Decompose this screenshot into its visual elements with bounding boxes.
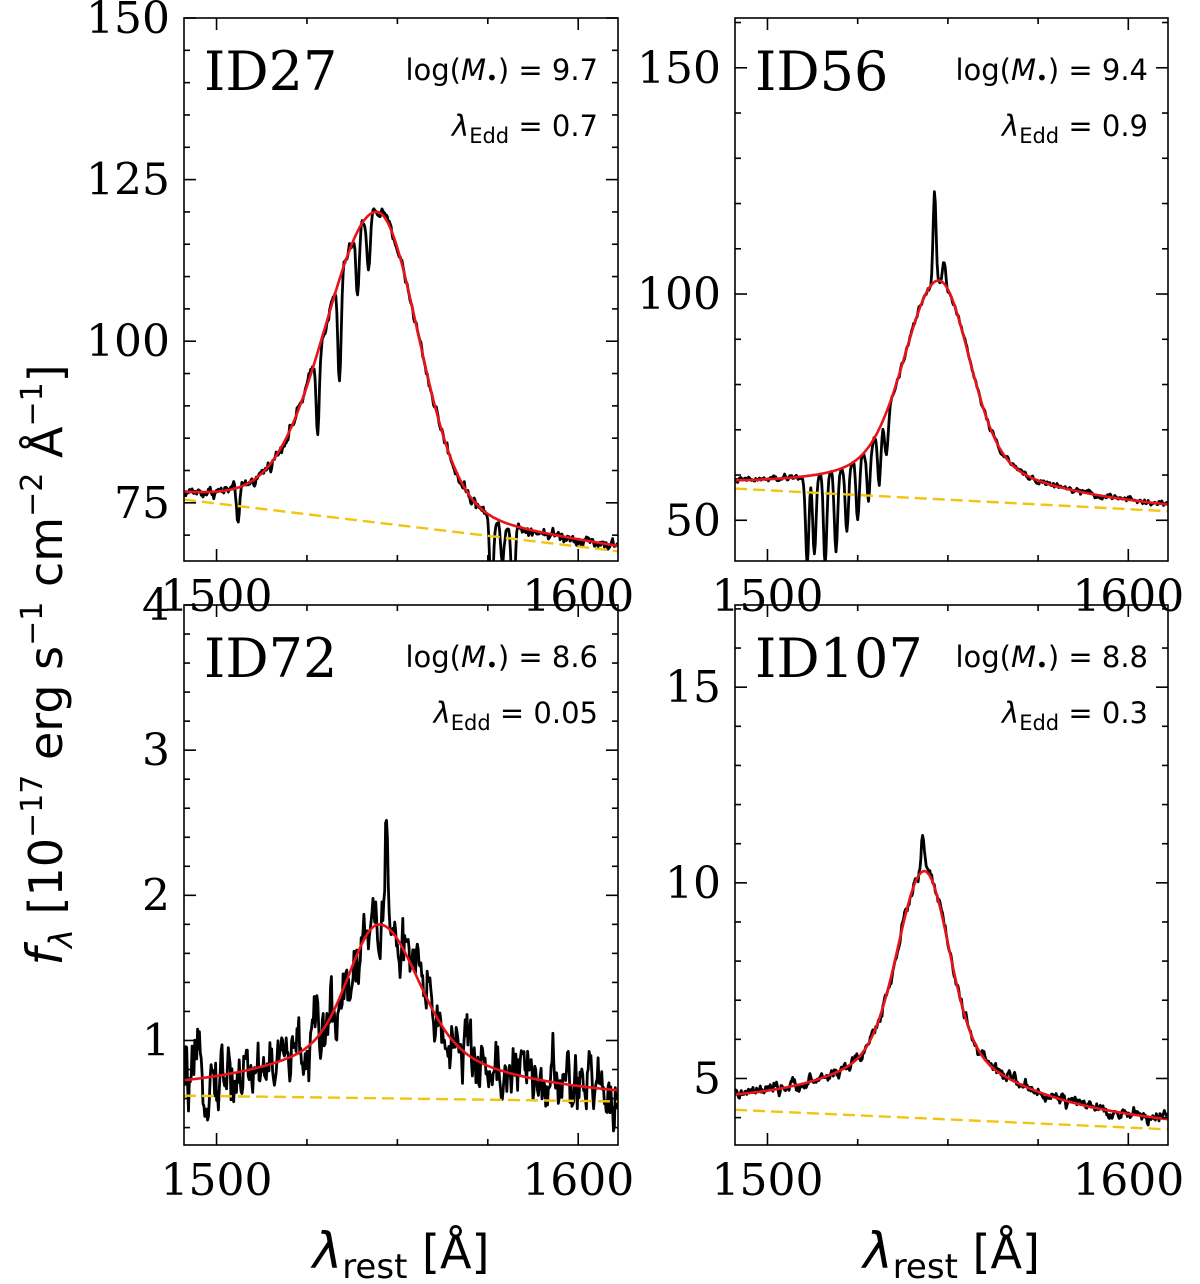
y-tick-label: 1 [142,1015,170,1066]
plot-frame [734,604,1169,1146]
y-tick-label: 4 [142,580,170,631]
spectrum-line [735,190,1168,561]
y-tick-label: 5 [693,1053,721,1104]
mass-annotation: log(M•) = 9.4 [955,53,1148,90]
x-tick-label: 1600 [1072,1155,1184,1206]
eddington-annotation: λEdd = 0.9 [1000,109,1148,148]
panel-id-label: ID72 [204,627,337,690]
y-axis-label: fλ [10−17 erg s−1 cm−2 Å−1] [15,364,80,965]
fit-line [735,869,1168,1121]
x-tick-label: 1500 [161,1155,273,1206]
panel-id-label: ID56 [755,40,888,103]
y-tick-label: 100 [637,269,721,320]
continuum-line [184,498,618,553]
plot-frame [183,17,619,562]
continuum-line [735,487,1168,513]
y-tick-label: 150 [86,0,170,44]
y-tick-label: 10 [665,858,721,909]
fit-line [735,279,1168,506]
x-axis-label: λrest [Å] [860,1222,1040,1284]
fit-line [184,923,618,1092]
mass-annotation: log(M•) = 8.6 [405,640,598,677]
x-tick-label: 1600 [522,1155,634,1206]
panel-id-label: ID107 [755,627,923,690]
panel-id107: 1500 1600 5 10 15 ID107 log(M•) = 8.8 λEdd = 0.… [665,604,1184,1284]
y-tick-label: 75 [114,478,170,529]
spectrum-line [735,834,1168,1127]
eddington-annotation: λEdd = 0.3 [1000,696,1148,735]
y-tick-label: 100 [86,316,170,367]
panel-id-label: ID27 [204,40,337,103]
spectrum-line [184,207,618,561]
panel-id72: 1500 1600 1 2 3 4 ID72 log(M•) = 8.6 λEdd = 0.05… [142,580,634,1284]
eddington-annotation: λEdd = 0.7 [450,109,598,148]
y-tick-label: 15 [665,662,721,713]
continuum-line [735,1108,1168,1131]
y-tick-label: 150 [637,43,721,94]
y-tick-label: 2 [142,870,170,921]
y-tick-label: 125 [86,155,170,206]
mass-annotation: log(M•) = 8.8 [955,640,1148,677]
mass-annotation: log(M•) = 9.7 [405,53,598,90]
y-tick-label: 3 [142,725,170,776]
spectrum-line [184,818,618,1133]
continuum-line [184,1094,618,1103]
x-axis-label: λrest [Å] [310,1222,490,1284]
fit-line [184,210,618,548]
plot-frame [734,17,1169,562]
eddington-annotation: λEdd = 0.05 [432,696,598,735]
y-tick-label: 50 [665,495,721,546]
x-tick-label: 1500 [711,1155,823,1206]
plot-frame [183,604,619,1146]
